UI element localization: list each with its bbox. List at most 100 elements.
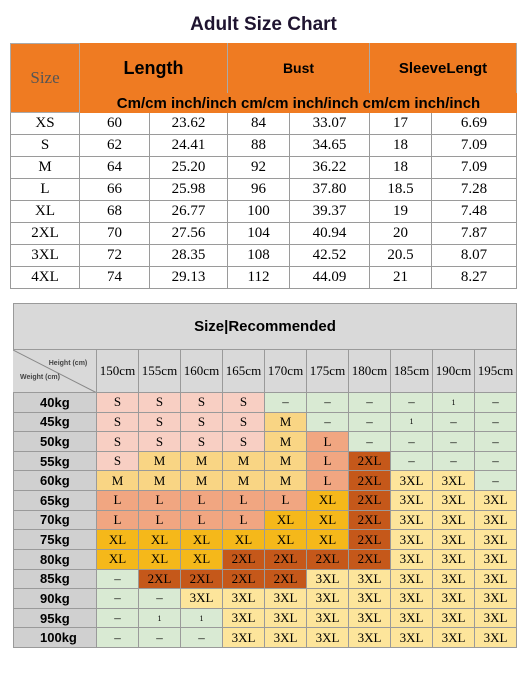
weight-label: 70kg (13, 510, 97, 531)
size-cell: 3XL (433, 471, 475, 492)
header-cell: Size (10, 43, 80, 113)
size-cell: 3XL (391, 589, 433, 609)
size-cell: – (391, 451, 433, 472)
table-cell: 20.5 (370, 245, 432, 267)
table-cell: 96 (228, 179, 290, 201)
size-cell: – (433, 432, 475, 452)
table-cell: 19 (370, 201, 432, 223)
table-cell: 92 (228, 157, 290, 179)
size-cell: 3XL (307, 628, 349, 648)
size-cell: XL (307, 491, 349, 511)
height-header: 185cm (391, 350, 433, 393)
table-cell: 20 (370, 223, 432, 245)
size-cell: M (97, 471, 139, 492)
size-cell: 3XL (475, 569, 517, 590)
table-cell: 42.52 (290, 245, 370, 267)
size-cell: M (139, 471, 181, 492)
size-cell: 2XL (223, 549, 265, 570)
table-cell: 18 (370, 157, 432, 179)
table-cell: 8.27 (432, 267, 517, 289)
table-cell: S (10, 135, 80, 157)
size-cell: L (97, 491, 139, 511)
table-cell: 7.28 (432, 179, 517, 201)
size-cell: XL (97, 530, 139, 550)
table-cell: 68 (80, 201, 150, 223)
table-cell: 37.80 (290, 179, 370, 201)
height-label: Height (cm) (48, 359, 88, 367)
size-cell: 3XL (475, 549, 517, 570)
size-cell: 2XL (307, 549, 349, 570)
header-cell: SleeveLengt (370, 43, 517, 93)
size-cell: – (97, 608, 139, 629)
height-header: 175cm (307, 350, 349, 393)
size-cell: S (223, 412, 265, 433)
size-cell: 3XL (433, 549, 475, 570)
table-cell: 18 (370, 135, 432, 157)
table-cell: 7.09 (432, 135, 517, 157)
size-cell: 3XL (391, 530, 433, 550)
size-cell: L (97, 510, 139, 531)
table-cell: 27.56 (150, 223, 228, 245)
table-cell: 7.87 (432, 223, 517, 245)
size-cell: XL (181, 530, 223, 550)
size-cell: L (265, 491, 307, 511)
size-cell: 3XL (391, 569, 433, 590)
table-cell: 39.37 (290, 201, 370, 223)
table-cell: 29.13 (150, 267, 228, 289)
title: Size|Recommended (13, 303, 517, 350)
table-cell: 25.20 (150, 157, 228, 179)
table-cell: 104 (228, 223, 290, 245)
weight-label: 65kg (13, 491, 97, 511)
size-cell: – (307, 393, 349, 413)
size-cell: 2XL (265, 549, 307, 570)
table-cell: 8.07 (432, 245, 517, 267)
size-cell: XL (265, 530, 307, 550)
size-cell: 3XL (349, 608, 391, 629)
size-cell: 3XL (475, 608, 517, 629)
size-cell: 3XL (433, 569, 475, 590)
size-cell: S (97, 432, 139, 452)
weight-label: Weight (cm) (20, 373, 60, 381)
table-cell: 64 (80, 157, 150, 179)
diagonal (13, 350, 96, 392)
size-cell: 2XL (349, 471, 391, 492)
size-cell: S (181, 393, 223, 413)
size-cell: S (139, 393, 181, 413)
size-cell: 2XL (265, 569, 307, 590)
size-cell: 3XL (391, 491, 433, 511)
table-cell: 25.98 (150, 179, 228, 201)
size-cell: – (433, 451, 475, 472)
size-cell: 2XL (349, 549, 391, 570)
height-header: 190cm (433, 350, 475, 393)
height-header: 170cm (265, 350, 307, 393)
weight-label: 95kg (13, 608, 97, 629)
size-cell: 3XL (265, 628, 307, 648)
size-cell: M (265, 471, 307, 492)
size-cell: S (139, 412, 181, 433)
size-cell: 3XL (349, 569, 391, 590)
size-cell: 1 (433, 393, 475, 413)
weight-label: 100kg (13, 628, 97, 648)
size-cell: L (139, 510, 181, 531)
table-cell: 60 (80, 113, 150, 135)
size-cell: 3XL (223, 589, 265, 609)
header-cell: Bust (228, 43, 370, 93)
size-cell: XL (139, 530, 181, 550)
size-cell: 3XL (433, 628, 475, 648)
size-cell: 2XL (223, 569, 265, 590)
table-cell: XS (10, 113, 80, 135)
corner-cell (13, 350, 97, 393)
size-cell: 3XL (307, 589, 349, 609)
table-cell: M (10, 157, 80, 179)
table-cell: 2XL (10, 223, 80, 245)
table-cell: 36.22 (290, 157, 370, 179)
table-cell: 3XL (10, 245, 80, 267)
table-cell: 18.5 (370, 179, 432, 201)
size-cell: 3XL (391, 471, 433, 492)
size-cell: 3XL (475, 530, 517, 550)
size-cell: – (475, 471, 517, 492)
size-cell: S (223, 393, 265, 413)
size-cell: L (181, 510, 223, 531)
size-cell: 2XL (349, 451, 391, 472)
size-cell: XL (307, 510, 349, 531)
